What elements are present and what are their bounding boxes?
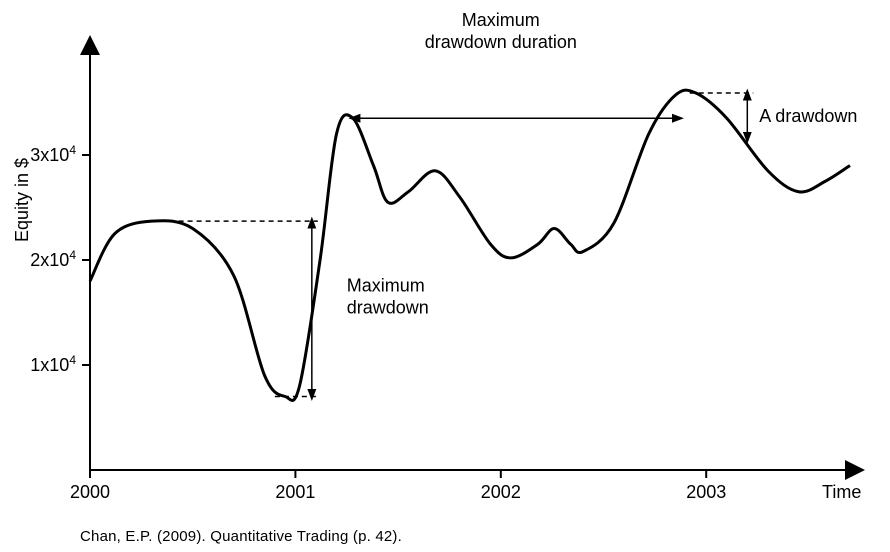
y-tick-label: 3x104 bbox=[30, 143, 76, 165]
x-tick-label: 2000 bbox=[70, 482, 110, 502]
x-axis-title: Time bbox=[822, 482, 861, 502]
a-drawdown-label: A drawdown bbox=[759, 106, 857, 126]
equity-curve bbox=[90, 90, 850, 400]
x-tick-label: 2001 bbox=[275, 482, 315, 502]
max-drawdown-duration-label-2: drawdown duration bbox=[425, 32, 577, 52]
equity-drawdown-chart: 2000 2001 2002 2003 Time 1x104 2x104 3x104Equit… bbox=[0, 0, 890, 552]
chart-svg: 2000 2001 2002 2003 Time 1x104 2x104 3x104Equit… bbox=[0, 0, 890, 552]
x-tick-label: 2002 bbox=[481, 482, 521, 502]
y-tick-label: 1x104 bbox=[30, 353, 76, 375]
chart-caption: Chan, E.P. (2009). Quantitative Trading … bbox=[80, 528, 402, 545]
max-drawdown-label-1: Maximum bbox=[347, 276, 425, 296]
x-tick-label: 2003 bbox=[686, 482, 726, 502]
y-tick-label: 2x104 bbox=[30, 248, 76, 270]
max-drawdown-duration-label-1: Maximum bbox=[462, 10, 540, 30]
max-drawdown-label-2: drawdown bbox=[347, 298, 429, 318]
y-axis-title: Equity in $ bbox=[12, 158, 32, 242]
